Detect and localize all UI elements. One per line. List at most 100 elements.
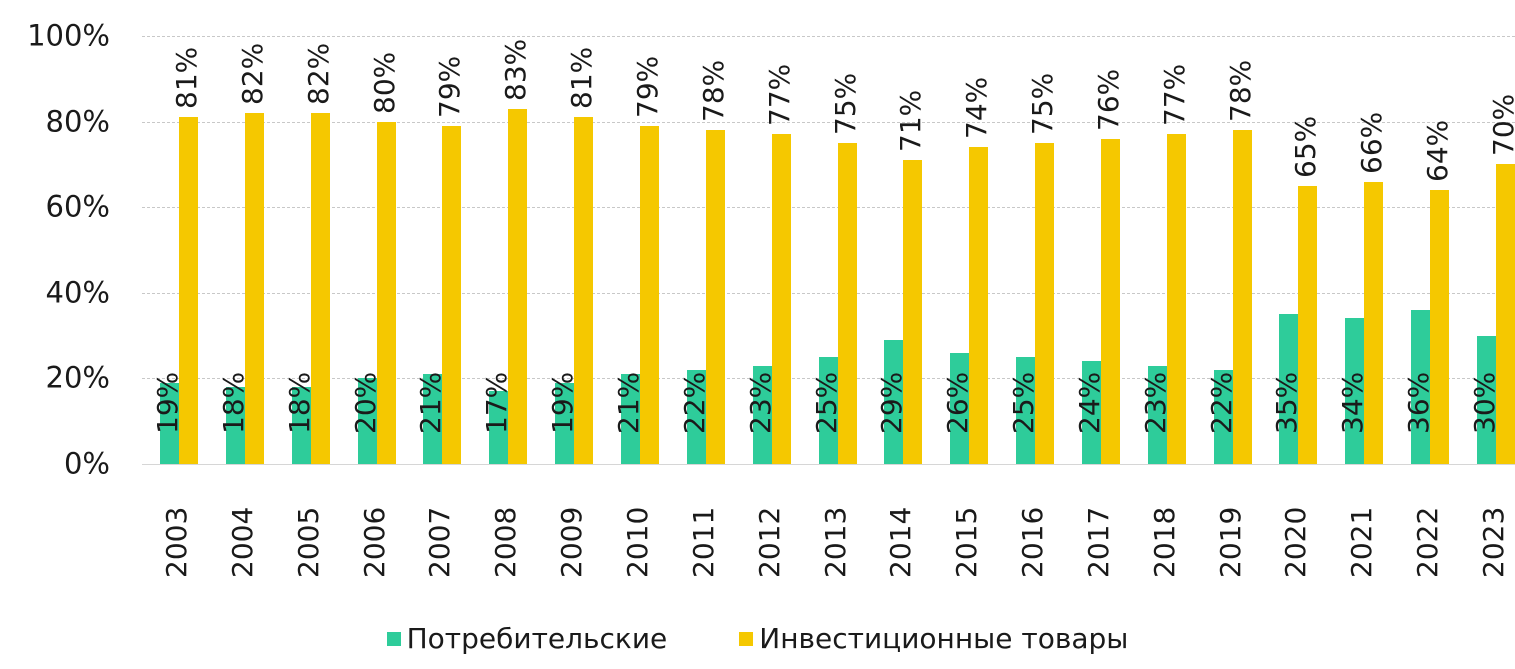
bar-consumer: [1279, 314, 1299, 464]
legend-item-consumer: Потребительские: [386, 622, 667, 655]
x-tick-label: 2008: [489, 506, 523, 578]
x-tick-label: 2005: [291, 506, 325, 578]
bar-consumer: [1081, 361, 1101, 464]
bar-consumer: [357, 378, 377, 464]
data-label-consumer: 18%: [216, 371, 250, 434]
data-label-consumer: 25%: [809, 371, 843, 434]
x-tick-label: 2019: [1213, 506, 1247, 578]
data-label-investment: 77%: [1157, 64, 1191, 127]
bar-investment: [1100, 138, 1120, 464]
x-tick-label: 2022: [1411, 506, 1445, 578]
data-label-consumer: 17%: [480, 371, 514, 434]
data-label-consumer: 26%: [941, 371, 975, 434]
y-tick-label: 0%: [63, 446, 110, 481]
bar-investment: [1496, 164, 1515, 464]
data-label-consumer: 25%: [1007, 371, 1041, 434]
bar-consumer: [1016, 357, 1036, 464]
x-tick-label: 2007: [423, 506, 457, 578]
bar-consumer: [620, 374, 640, 464]
data-label-investment: 75%: [1026, 72, 1060, 135]
data-label-investment: 71%: [894, 89, 928, 153]
gridline: [142, 121, 1515, 123]
data-label-investment: 82%: [301, 42, 335, 106]
x-tick-label: 2004: [225, 506, 259, 578]
bar-investment: [310, 113, 330, 464]
bar-investment: [1232, 130, 1252, 464]
gridline: [142, 36, 1515, 37]
legend: Потребительские Инвестиционные товары: [0, 622, 1515, 655]
data-label-investment: 80%: [367, 51, 401, 114]
x-tick-label: 2023: [1477, 506, 1510, 578]
data-label-consumer: 21%: [611, 371, 645, 434]
data-label-investment: 77%: [762, 64, 796, 127]
bar-investment: [969, 147, 989, 464]
bar-consumer: [950, 352, 970, 464]
bar-consumer: [225, 386, 245, 464]
bar-consumer: [1345, 318, 1365, 464]
x-tick-label: 2020: [1279, 506, 1313, 578]
bar-investment: [244, 113, 264, 464]
data-label-consumer: 23%: [1138, 371, 1172, 434]
x-tick-label: 2009: [555, 506, 589, 578]
data-label-consumer: 20%: [348, 371, 382, 434]
bar-investment: [1364, 181, 1384, 464]
bar-consumer: [752, 365, 772, 464]
x-tick-label: 2016: [1016, 506, 1050, 578]
data-label-investment: 79%: [630, 55, 664, 118]
bar-investment: [376, 121, 396, 464]
x-tick-label: 2010: [620, 506, 654, 578]
bar-investment: [1035, 143, 1055, 464]
data-label-consumer: 24%: [1072, 371, 1106, 434]
bar-consumer: [1411, 309, 1431, 464]
x-tick-label: 2017: [1081, 506, 1115, 578]
y-tick-label: 60%: [45, 189, 110, 224]
bar-investment: [508, 108, 528, 464]
x-tick-label: 2011: [686, 506, 720, 578]
data-label-investment: 83%: [499, 38, 533, 101]
x-tick-label: 2003: [160, 506, 193, 578]
x-tick-label: 2018: [1147, 506, 1181, 578]
bar-investment: [837, 143, 857, 464]
data-label-investment: 75%: [828, 72, 862, 135]
x-tick-label: 2006: [357, 506, 391, 578]
data-label-consumer: 19%: [151, 371, 184, 434]
bar-consumer: [686, 369, 706, 464]
bar-consumer: [818, 357, 838, 464]
data-label-investment: 70%: [1487, 94, 1515, 157]
data-label-investment: 66%: [1355, 111, 1389, 174]
data-label-investment: 76%: [1091, 68, 1125, 131]
bar-consumer: [1147, 365, 1167, 464]
data-label-investment: 65%: [1289, 115, 1323, 178]
bar-consumer: [1213, 369, 1233, 464]
legend-swatch-investment: [739, 631, 754, 646]
data-label-investment: 78%: [1223, 59, 1257, 123]
bar-consumer: [291, 386, 311, 464]
bar-investment: [179, 117, 198, 464]
data-label-consumer: 29%: [875, 371, 909, 434]
bar-investment: [1166, 134, 1186, 464]
bar-investment: [1430, 190, 1450, 464]
bar-investment: [1298, 185, 1318, 464]
data-label-consumer: 22%: [677, 371, 711, 434]
data-label-consumer: 18%: [282, 371, 316, 434]
data-label-investment: 81%: [565, 47, 599, 110]
bar-consumer: [884, 339, 904, 464]
data-label-consumer: 23%: [743, 371, 777, 434]
x-axis-line: [142, 464, 1515, 465]
bar-consumer: [1477, 335, 1496, 464]
data-label-investment: 64%: [1421, 119, 1455, 183]
data-label-consumer: 21%: [414, 371, 448, 434]
bar-investment: [903, 160, 923, 464]
legend-item-investment: Инвестиционные товары: [739, 622, 1128, 655]
y-tick-label: 100%: [27, 18, 110, 53]
data-label-investment: 79%: [433, 55, 467, 118]
y-tick-label: 80%: [45, 104, 110, 139]
gridline: [142, 292, 1515, 294]
data-label-consumer: 19%: [546, 371, 580, 434]
data-label-consumer: 36%: [1402, 371, 1436, 434]
data-label-consumer: 34%: [1336, 371, 1370, 434]
data-label-investment: 78%: [696, 59, 730, 123]
data-label-investment: 82%: [235, 42, 269, 106]
y-tick-label: 40%: [45, 275, 110, 310]
